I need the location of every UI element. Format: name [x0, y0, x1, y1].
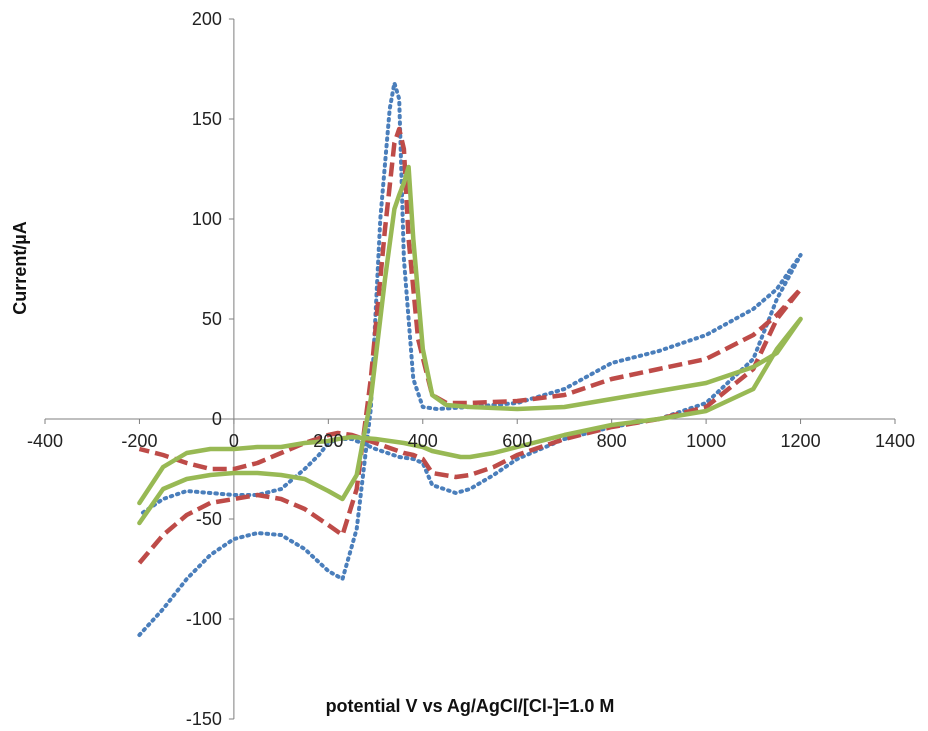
- x-tick-label: 0: [229, 431, 239, 451]
- y-axis-label: Current/µA: [10, 221, 30, 314]
- x-tick-label: -200: [121, 431, 157, 451]
- y-tick-label: -50: [196, 509, 222, 529]
- x-tick-label: 1200: [781, 431, 821, 451]
- x-axis-label: potential V vs Ag/AgCl/[Cl-]=1.0 M: [326, 696, 615, 716]
- series-line-2: [137, 126, 803, 565]
- y-tick-label: 200: [192, 9, 222, 29]
- x-tick-label: 1400: [875, 431, 915, 451]
- x-tick-label: 600: [502, 431, 532, 451]
- x-tick-label: 1000: [686, 431, 726, 451]
- x-tick-label: 200: [313, 431, 343, 451]
- x-tick-label: -400: [27, 431, 63, 451]
- y-tick-label: -150: [186, 709, 222, 729]
- x-tick-label: 400: [408, 431, 438, 451]
- series-line-3: [137, 164, 803, 526]
- y-tick-label: 100: [192, 209, 222, 229]
- axes: [44, 18, 896, 720]
- series-line-1: [137, 81, 803, 637]
- tick-labels: -400 -200 0 200 400 600 800 1000 1200 14002001501…: [27, 9, 915, 729]
- y-tick-label: 50: [202, 309, 222, 329]
- y-tick-label: -100: [186, 609, 222, 629]
- x-tick-label: 800: [597, 431, 627, 451]
- series-layer: [137, 81, 803, 637]
- y-tick-label: 0: [212, 409, 222, 429]
- y-tick-label: 150: [192, 109, 222, 129]
